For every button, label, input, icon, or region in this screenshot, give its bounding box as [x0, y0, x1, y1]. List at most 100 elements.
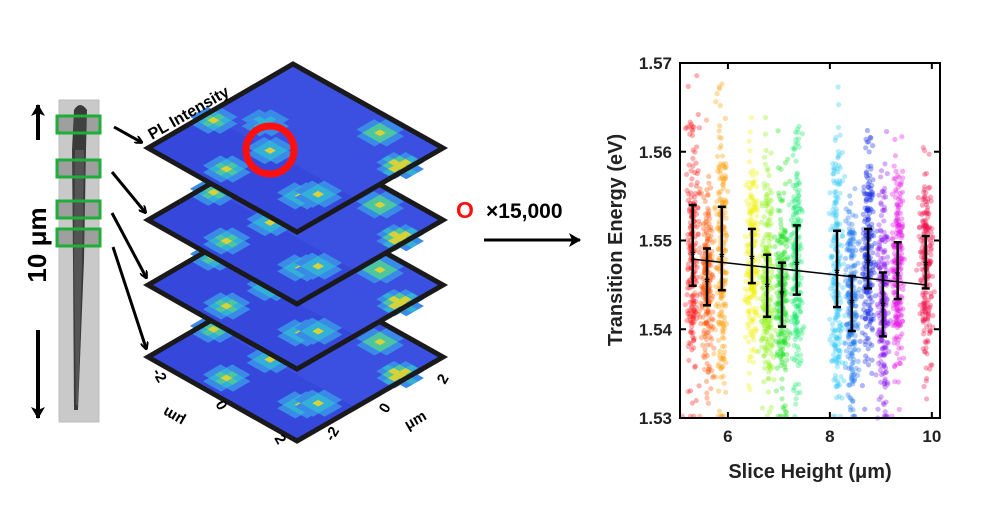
scatter-point	[686, 245, 692, 251]
scatter-point	[723, 175, 729, 181]
scatter-point	[718, 366, 724, 372]
scatter-point	[778, 239, 785, 245]
scatter-point	[785, 156, 791, 162]
scatter-point	[780, 197, 786, 203]
scatter-point	[851, 342, 858, 348]
scatter-point	[855, 347, 862, 353]
scatter-point	[687, 278, 693, 284]
scatter-point	[833, 395, 840, 401]
scatter-point	[780, 234, 787, 240]
scatter-point	[683, 171, 690, 178]
scatter-point	[686, 277, 693, 283]
scatter-point	[751, 238, 758, 244]
y-tick-label: 1.57	[639, 54, 672, 73]
y-tick-label: 1.56	[639, 143, 672, 162]
scatter-point	[780, 339, 786, 346]
scatter-point	[837, 348, 843, 354]
scatter-point	[779, 198, 785, 204]
scatter-point	[785, 275, 791, 281]
scatter-point	[880, 370, 887, 376]
scatter-point	[715, 304, 722, 310]
scatter-point	[703, 311, 709, 317]
scatter-point	[686, 207, 693, 213]
scatter-point	[702, 242, 708, 249]
scatter-point	[790, 251, 796, 258]
scatter-point	[783, 269, 789, 275]
scatter-point	[700, 284, 706, 290]
scatter-point	[704, 310, 710, 316]
scatter-point	[766, 196, 773, 202]
scatter-point	[753, 170, 760, 176]
scatter-point	[711, 351, 717, 357]
scatter-point	[689, 400, 695, 406]
scatter-point	[785, 256, 791, 262]
scatter-point	[689, 304, 695, 310]
scatter-point	[703, 319, 709, 325]
scatter-point	[834, 166, 840, 172]
scatter-point	[784, 272, 790, 278]
scatter-point	[842, 173, 848, 180]
scatter-point	[689, 323, 695, 330]
scatter-point	[768, 342, 775, 349]
scatter-point	[881, 218, 887, 224]
scatter-point	[751, 198, 757, 204]
scatter-point	[697, 186, 703, 192]
scatter-point	[709, 296, 715, 302]
scatter-point	[694, 179, 700, 186]
scatter-point	[794, 390, 800, 396]
scatter-point	[788, 217, 795, 223]
slice-boxes	[55, 114, 102, 248]
scatter-point	[826, 210, 832, 216]
scatter-point	[723, 321, 730, 327]
scatter-point	[761, 181, 767, 187]
scatter-point	[688, 328, 694, 334]
scatter-point	[861, 184, 867, 190]
transition-energy-chart: *** ** ******** 6 8 101.531.541.551.561.57 S…	[605, 54, 941, 483]
scatter-point	[716, 319, 722, 325]
scatter-point	[690, 293, 696, 299]
scatter-point	[782, 332, 788, 339]
scatter-point	[900, 286, 906, 292]
scatter-point	[846, 226, 852, 232]
scatter-point	[762, 317, 768, 323]
scatter-point	[693, 240, 699, 246]
scatter-point	[866, 139, 872, 145]
scatter-point	[853, 295, 859, 302]
scatter-point	[784, 236, 790, 242]
map-unit-left: μm	[160, 403, 188, 429]
scatter-point	[759, 344, 765, 350]
scatter-point	[861, 191, 868, 197]
scatter-point	[713, 283, 719, 290]
scatter-point	[691, 311, 697, 318]
scatter-point	[791, 245, 797, 251]
scatter-point	[774, 290, 780, 296]
scatter-point	[721, 318, 727, 324]
scatter-point	[689, 320, 695, 326]
scatter-point	[926, 151, 932, 157]
scatter-point	[799, 330, 805, 336]
scatter-point	[782, 311, 789, 317]
scatter-point	[842, 278, 849, 284]
scatter-point	[792, 320, 798, 326]
scatter-point	[774, 305, 780, 311]
scatter-point	[853, 313, 860, 319]
scatter-point	[762, 131, 769, 137]
scatter-point	[836, 320, 842, 326]
scatter-point	[693, 309, 699, 315]
scatter-point	[790, 254, 796, 260]
scatter-point	[749, 207, 755, 214]
scatter-point	[764, 330, 770, 336]
scatter-point	[710, 293, 716, 299]
scatter-point	[753, 205, 759, 211]
scatter-point	[849, 231, 855, 237]
scatter-point	[795, 303, 801, 309]
scatter-point	[690, 298, 696, 304]
scatter-point	[682, 302, 688, 308]
x-tick-label: 10	[922, 427, 941, 446]
scatter-point	[685, 236, 691, 243]
scatter-point	[761, 379, 767, 385]
scatter-point	[719, 153, 726, 159]
scatter-point	[765, 389, 772, 395]
scatter-point	[928, 294, 934, 300]
scatter-point	[687, 317, 693, 324]
